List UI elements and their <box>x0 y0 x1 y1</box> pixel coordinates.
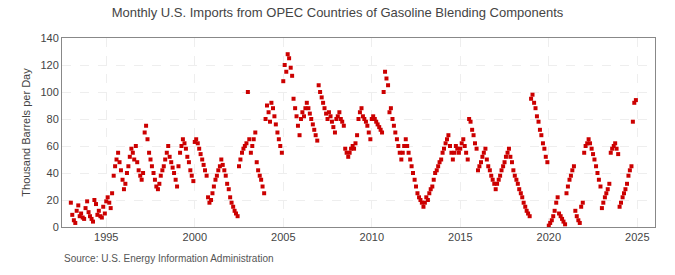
svg-text:Source: U.S. Energy Informatio: Source: U.S. Energy Information Administ… <box>64 253 274 264</box>
svg-text:Thousand Barrels per Day: Thousand Barrels per Day <box>20 68 32 197</box>
svg-text:2025: 2025 <box>625 231 649 243</box>
svg-text:2020: 2020 <box>537 231 561 243</box>
svg-text:2015: 2015 <box>448 231 472 243</box>
svg-text:100: 100 <box>40 86 58 98</box>
svg-text:2005: 2005 <box>271 231 295 243</box>
svg-text:1995: 1995 <box>94 231 118 243</box>
svg-text:Monthly U.S. Imports from OPEC: Monthly U.S. Imports from OPEC Countries… <box>112 5 564 20</box>
svg-text:0: 0 <box>53 221 59 233</box>
svg-text:2010: 2010 <box>360 231 384 243</box>
svg-text:40: 40 <box>47 167 59 179</box>
svg-text:80: 80 <box>47 113 59 125</box>
svg-text:120: 120 <box>40 59 58 71</box>
svg-text:140: 140 <box>40 32 58 44</box>
svg-text:20: 20 <box>47 194 59 206</box>
svg-text:2000: 2000 <box>183 231 207 243</box>
svg-text:60: 60 <box>47 140 59 152</box>
